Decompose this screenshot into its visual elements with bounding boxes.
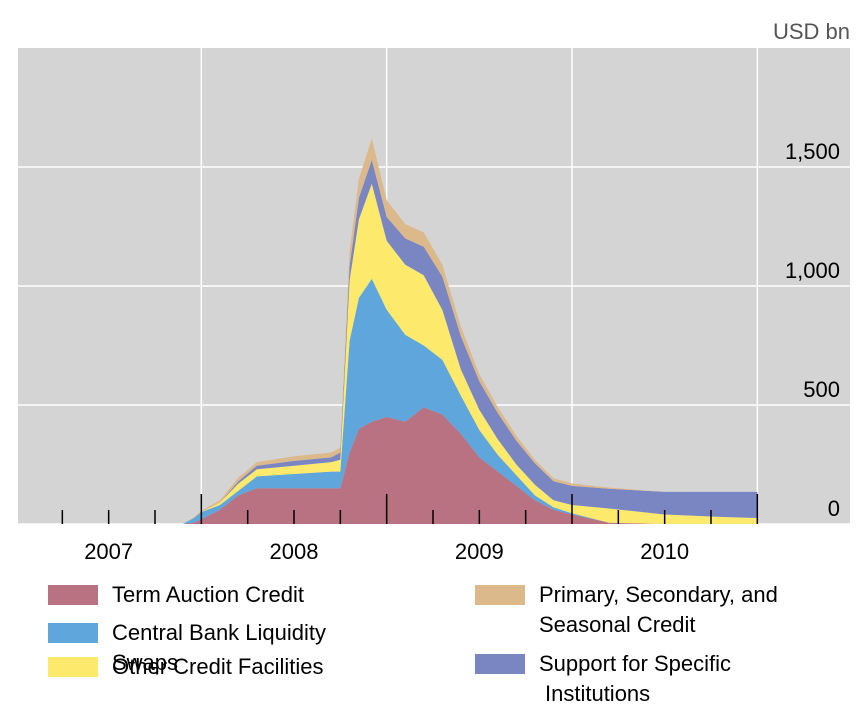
legend-item: Other Credit Facilities	[48, 652, 372, 682]
legend-label: Support for Specific Institutions	[539, 651, 731, 706]
legend-item: Term Auction Credit	[48, 580, 372, 610]
legend-swatch	[475, 585, 525, 605]
y-tick-label: 1,000	[785, 258, 840, 283]
legend-label: Other Credit Facilities	[112, 654, 324, 679]
legend-item: Central Bank Liquidity Swaps	[48, 618, 372, 678]
legend-label: Central Bank Liquidity Swaps	[112, 620, 327, 675]
x-tick-label: 2007	[84, 539, 133, 564]
legend-swatch	[48, 657, 98, 677]
y-tick-label: 500	[803, 377, 840, 402]
y-tick-label: 1,500	[785, 139, 840, 164]
legend-label: Primary, Secondary, and Seasonal Credit	[539, 582, 778, 637]
x-tick-label: 2008	[270, 539, 319, 564]
x-tick-label: 2009	[455, 539, 504, 564]
y-tick-label: 0	[828, 496, 840, 521]
legend-item: Support for Specific Institutions	[475, 649, 795, 709]
legend-label: Term Auction Credit	[112, 582, 304, 607]
legend-swatch	[475, 654, 525, 674]
legend-swatch	[48, 585, 98, 605]
x-tick-label: 2010	[640, 539, 689, 564]
legend-swatch	[48, 623, 98, 643]
legend-item: Primary, Secondary, and Seasonal Credit	[475, 580, 799, 640]
area	[182, 407, 758, 524]
y-unit: USD bn	[773, 19, 850, 44]
